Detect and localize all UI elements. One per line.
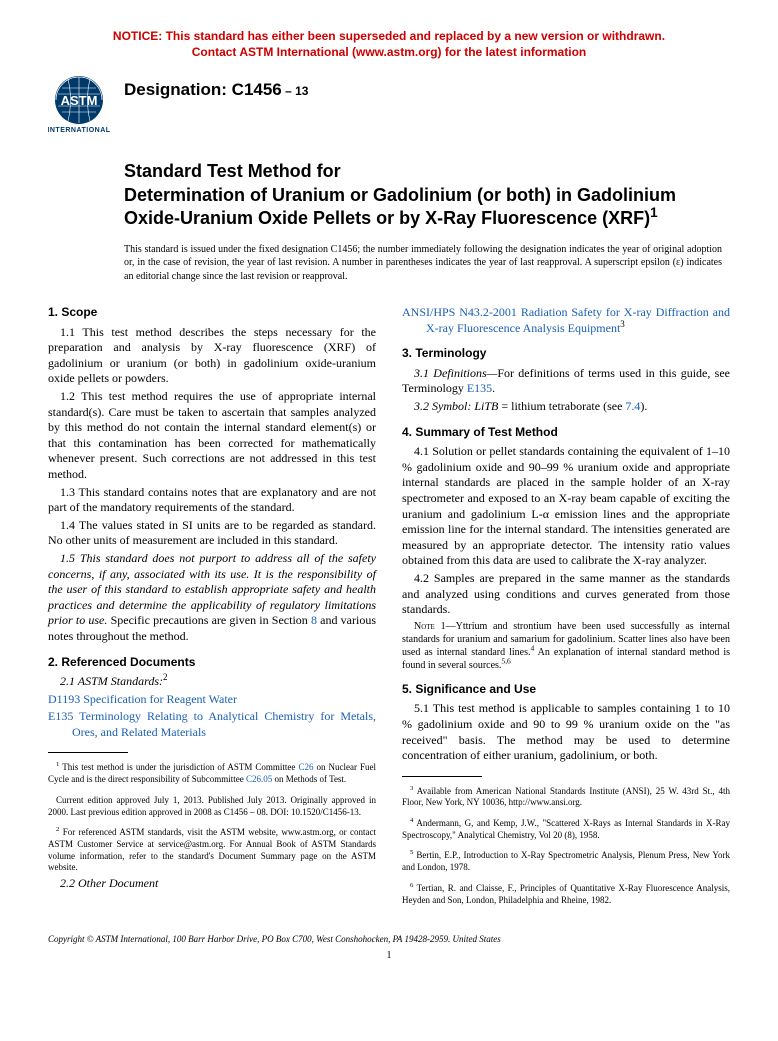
footnote-3: 3 Available from American National Stand… bbox=[402, 786, 730, 809]
section-1-head: 1. Scope bbox=[48, 305, 376, 321]
page: NOTICE: This standard has either been su… bbox=[0, 0, 778, 981]
designation-label: Designation: C1456 bbox=[124, 80, 282, 99]
ref-d1193[interactable]: D1193 Specification for Reagent Water bbox=[48, 692, 376, 708]
section-3-head: 3. Terminology bbox=[402, 346, 730, 362]
svg-text:ASTM: ASTM bbox=[61, 93, 98, 108]
astm-logo: ASTM INTERNATIONAL bbox=[48, 74, 110, 136]
para-1-5: 1.5 This standard does not purport to ad… bbox=[48, 551, 376, 645]
para-1-2: 1.2 This test method requires the use of… bbox=[48, 389, 376, 483]
svg-text:INTERNATIONAL: INTERNATIONAL bbox=[48, 127, 110, 134]
link-7-4[interactable]: 7.4 bbox=[625, 399, 640, 413]
ref-ansi[interactable]: ANSI/HPS N43.2-2001 Radiation Safety for… bbox=[402, 305, 730, 336]
astm-standards-label: 2.1 ASTM Standards: bbox=[60, 674, 163, 688]
link-e135[interactable]: E135 bbox=[467, 381, 492, 395]
page-number: 1 bbox=[48, 950, 730, 961]
footnote-6: 6 Tertian, R. and Claisse, F., Principle… bbox=[402, 883, 730, 906]
footnote-rule-left bbox=[48, 752, 128, 753]
title-line2: Determination of Uranium or Gadolinium (… bbox=[124, 185, 676, 228]
para-5-1: 5.1 This test method is applicable to sa… bbox=[402, 701, 730, 763]
ref-ansi-num: ANSI/HPS N43.2-2001 bbox=[402, 305, 517, 319]
ref-e135-num: E135 bbox=[48, 709, 73, 723]
link-c26[interactable]: C26 bbox=[298, 762, 313, 772]
ref-e135[interactable]: E135 Terminology Relating to Analytical … bbox=[48, 709, 376, 740]
para-2-1: 2.1 ASTM Standards:2 bbox=[48, 674, 376, 690]
body-columns: 1. Scope 1.1 This test method describes … bbox=[48, 305, 730, 906]
footnote-4: 4 Andermann, G, and Kemp, J.W., "Scatter… bbox=[402, 818, 730, 841]
para-2-2: 2.2 Other Document bbox=[48, 876, 376, 892]
copyright: Copyright © ASTM International, 100 Barr… bbox=[48, 934, 730, 944]
footnote-1b: Current edition approved July 1, 2013. P… bbox=[48, 795, 376, 818]
para-3-2: 3.2 Symbol: LiTB = lithium tetraborate (… bbox=[402, 399, 730, 415]
section-4-head: 4. Summary of Test Method bbox=[402, 425, 730, 441]
para-1-5-b: Specific precautions are given in Sectio… bbox=[107, 613, 311, 627]
header-row: ASTM INTERNATIONAL Designation: C1456 – … bbox=[48, 74, 730, 136]
title-line1: Standard Test Method for bbox=[124, 161, 341, 181]
issue-note: This standard is issued under the fixed … bbox=[124, 243, 730, 284]
notice-line1: NOTICE: This standard has either been su… bbox=[113, 29, 665, 43]
para-4-1: 4.1 Solution or pellet standards contain… bbox=[402, 444, 730, 569]
para-1-4: 1.4 The values stated in SI units are to… bbox=[48, 518, 376, 549]
section-5-head: 5. Significance and Use bbox=[402, 682, 730, 698]
footnote-5: 5 Bertin, E.P., Introduction to X-Ray Sp… bbox=[402, 850, 730, 873]
footer: Copyright © ASTM International, 100 Barr… bbox=[48, 934, 730, 961]
para-1-3: 1.3 This standard contains notes that ar… bbox=[48, 485, 376, 516]
designation-year: – 13 bbox=[282, 84, 309, 98]
para-4-2: 4.2 Samples are prepared in the same man… bbox=[402, 571, 730, 618]
footnote-1: 1 This test method is under the jurisdic… bbox=[48, 762, 376, 785]
notice-line2: Contact ASTM International (www.astm.org… bbox=[192, 45, 586, 59]
para-1-1: 1.1 This test method describes the steps… bbox=[48, 325, 376, 387]
note-1: Note 1—Yttrium and strontium have been u… bbox=[402, 620, 730, 672]
title-block: Standard Test Method for Determination o… bbox=[124, 160, 730, 230]
link-c26-05[interactable]: C26.05 bbox=[246, 774, 272, 784]
para-3-1: 3.1 Definitions—For definitions of terms… bbox=[402, 366, 730, 397]
definitions-label: 3.1 Definitions— bbox=[414, 366, 497, 380]
designation: Designation: C1456 – 13 bbox=[124, 74, 308, 100]
note-1-label: Note 1— bbox=[414, 621, 456, 632]
symbol-label: 3.2 Symbol: LiTB bbox=[414, 399, 498, 413]
ref-d1193-num: D1193 bbox=[48, 692, 80, 706]
title: Standard Test Method for Determination o… bbox=[124, 160, 730, 230]
ref-e135-title: Terminology Relating to Analytical Chemi… bbox=[72, 709, 376, 739]
section-2-head: 2. Referenced Documents bbox=[48, 655, 376, 671]
ref-d1193-title: Specification for Reagent Water bbox=[80, 692, 237, 706]
notice-banner: NOTICE: This standard has either been su… bbox=[48, 28, 730, 60]
other-doc-label: 2.2 Other Document bbox=[60, 876, 158, 890]
footnote-2: 2 For referenced ASTM standards, visit t… bbox=[48, 827, 376, 874]
footnote-rule-right bbox=[402, 776, 482, 777]
